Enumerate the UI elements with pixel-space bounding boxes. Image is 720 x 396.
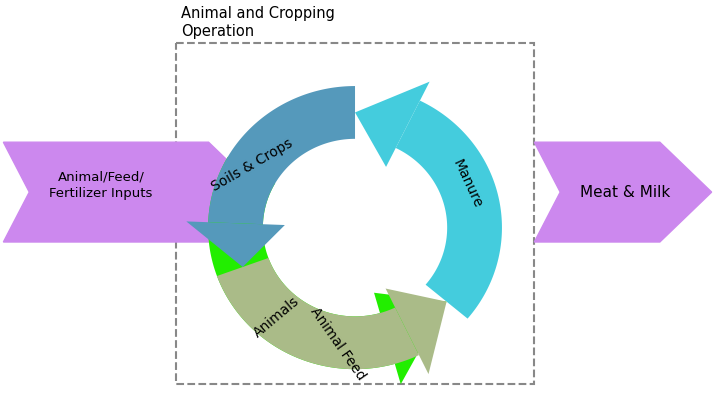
Text: Meat & Milk: Meat & Milk (580, 185, 670, 200)
Polygon shape (396, 101, 502, 319)
Bar (176, 43, 534, 384)
Text: Animal Feed: Animal Feed (308, 305, 369, 383)
Polygon shape (186, 221, 285, 267)
Polygon shape (534, 142, 711, 242)
Polygon shape (374, 293, 446, 384)
Text: Animals: Animals (251, 294, 302, 341)
Text: Animal/Feed/
Fertilizer Inputs: Animal/Feed/ Fertilizer Inputs (49, 170, 153, 200)
Polygon shape (4, 142, 261, 242)
Text: Animal and Cropping
Operation: Animal and Cropping Operation (181, 6, 335, 38)
Polygon shape (386, 289, 446, 374)
Text: Soils & Crops: Soils & Crops (209, 137, 295, 194)
Polygon shape (355, 82, 430, 167)
Text: Manure: Manure (450, 157, 485, 210)
Circle shape (290, 166, 420, 290)
Polygon shape (217, 258, 419, 369)
Polygon shape (208, 86, 355, 224)
Polygon shape (208, 157, 395, 369)
